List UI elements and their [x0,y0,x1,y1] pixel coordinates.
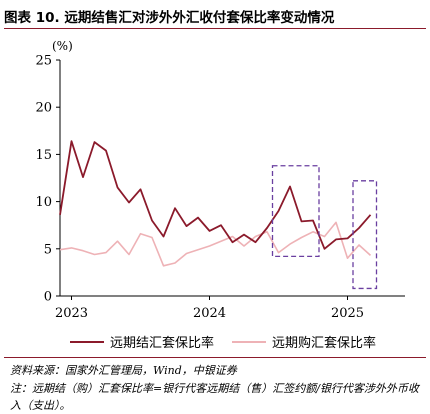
x-tick-label: 2025 [331,306,364,321]
legend-swatch-forward-purchase [232,340,266,343]
highlight-box-1 [271,165,320,258]
chart-title: 图表 10. 远期结售汇对涉外外汇收付套保比率变动情况 [4,10,335,26]
x-axis: 2023 2024 2025 [55,295,405,321]
x-tick-label: 2023 [55,306,88,321]
legend-item-forward-purchase: 远期购汇套保比率 [232,332,376,351]
y-tick-label: 25 [35,54,52,69]
legend-swatch-forward-settlement [70,340,104,343]
y-tick-label: 20 [35,101,52,116]
footer-rule [4,357,426,358]
y-tick-label: 0 [44,290,52,305]
highlight-box-2 [352,180,378,290]
y-axis-unit-label: (%) [52,39,73,53]
chart-legend: 远期结汇套保比率 远期购汇套保比率 [0,326,430,351]
y-axis: 0 5 10 15 20 25 [35,54,61,305]
annotation-layer [271,165,378,290]
legend-item-forward-settlement: 远期结汇套保比率 [70,332,214,351]
series-layer [59,140,372,267]
y-tick-label: 10 [35,195,52,210]
source-note: 资料来源：国家外汇管理局，Wind，中银证券 [10,364,237,377]
y-tick-label: 15 [35,148,52,163]
y-tick-label: 5 [44,242,52,257]
legend-label-forward-purchase: 远期购汇套保比率 [272,336,377,351]
legend-label-forward-settlement: 远期结汇套保比率 [110,336,215,351]
series-line-forward-settlement [59,140,372,250]
title-rule [4,28,426,29]
x-tick-label: 2024 [193,306,226,321]
